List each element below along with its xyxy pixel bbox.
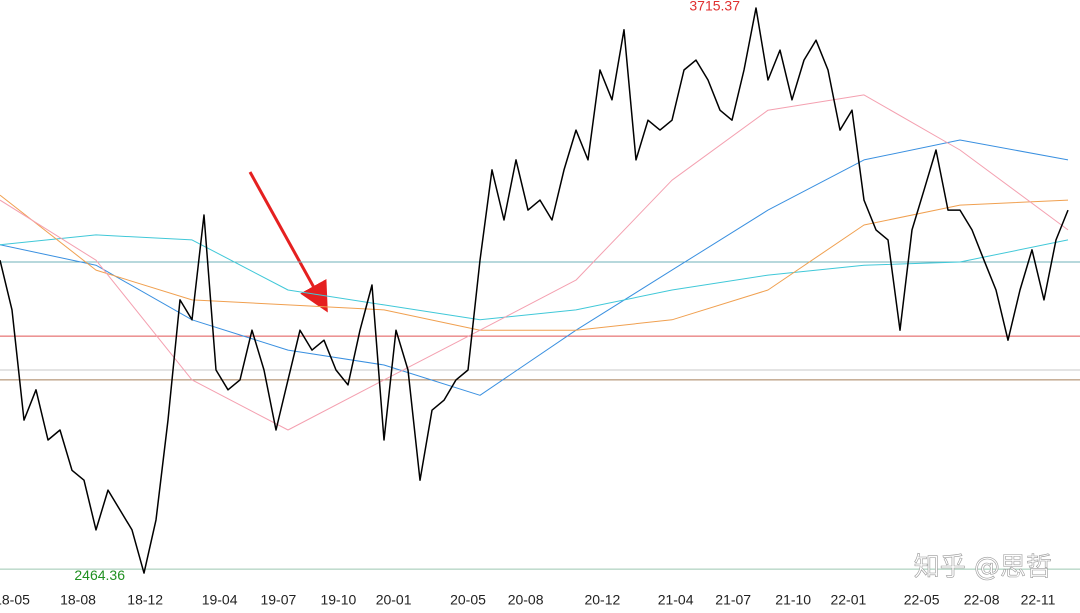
x-tick-label: 22-08: [964, 592, 1000, 608]
x-tick-label: 19-10: [320, 592, 356, 608]
x-tick-label: 22-01: [830, 592, 866, 608]
arrow: [248, 171, 328, 313]
x-tick-label: 20-05: [450, 592, 486, 608]
price-line: [0, 139, 1069, 396]
high-label: 3715.37: [689, 0, 740, 14]
x-tick-label: 20-01: [376, 592, 412, 608]
low-label: 2464.36: [74, 567, 125, 583]
x-tick-label: 20-12: [584, 592, 620, 608]
x-tick-label: 21-10: [775, 592, 811, 608]
price-line: [0, 94, 1069, 431]
x-tick-label: 18-08: [60, 592, 96, 608]
x-tick-label: 22-11: [1021, 592, 1056, 608]
x-tick-label: 22-05: [904, 592, 940, 608]
price-line: [0, 7, 1069, 574]
x-tick-label: 20-08: [508, 592, 544, 608]
x-tick-label: 21-07: [715, 592, 751, 608]
price-line: [0, 234, 1069, 321]
price-line: [0, 194, 1069, 331]
x-tick-label: 19-04: [202, 592, 238, 608]
x-tick-label: 19-07: [260, 592, 296, 608]
watermark: 知乎 @思哲: [914, 553, 1052, 583]
x-tick-label: 21-04: [658, 592, 694, 608]
x-tick-label: 18-05: [0, 592, 30, 608]
x-tick-label: 18-12: [127, 592, 163, 608]
